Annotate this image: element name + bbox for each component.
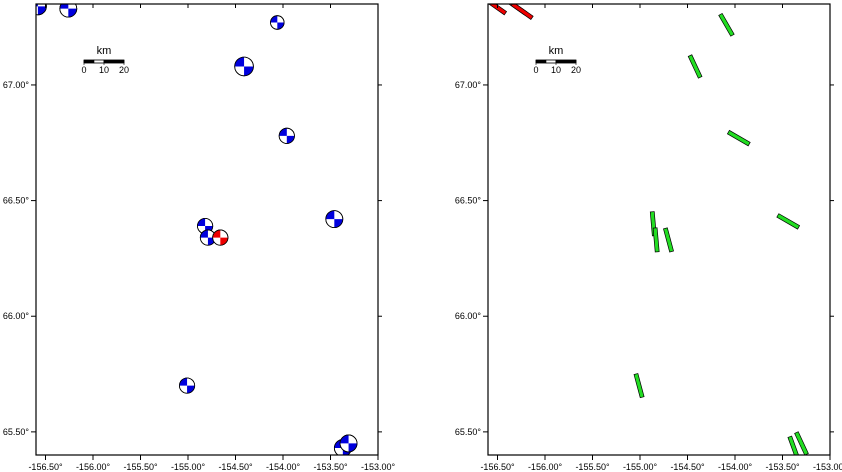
strike-bar-symbol [633, 373, 645, 399]
map-frame [487, 3, 831, 456]
strike-bar-symbol [726, 129, 751, 147]
x-tick-label: -156.50° [480, 462, 515, 472]
strike-bar-symbol [787, 435, 801, 455]
map-panel-right: -156.50° -156.00° -155.50° -155.00° -154.50°… [455, 3, 842, 472]
strike-bar-symbol [794, 431, 809, 455]
strike-bar-symbol [776, 213, 801, 230]
x-tick-label: -154.50° [218, 462, 253, 472]
scale-bar: km 0 10 20 [533, 45, 581, 75]
y-tick-label: 66.00° [3, 311, 30, 321]
scale-bar-label: 20 [119, 65, 129, 75]
focal-mechanism-symbol [234, 56, 254, 77]
scale-bar-title: km [97, 45, 112, 57]
strike-bar-symbol [663, 227, 674, 253]
x-tick-label: -155.00° [623, 462, 658, 472]
strike-bar-symbol [652, 227, 660, 253]
y-tick-label: 66.50° [3, 196, 30, 206]
focal-mechanism-symbol [325, 210, 344, 228]
map-panel-left: -156.50° -156.00° -155.50° -155.00° -154.50°… [3, 3, 396, 472]
x-tick-label: -154.00° [718, 462, 753, 472]
map-symbols [36, 4, 358, 455]
x-tick-label: -154.50° [670, 462, 705, 472]
focal-mechanism-symbol [212, 229, 229, 246]
focal-mechanism-symbol [270, 15, 285, 30]
x-tick-label: -153.00° [361, 462, 396, 472]
x-tick-label: -155.50° [123, 462, 158, 472]
map-frame [35, 3, 379, 456]
focal-mechanism-symbol [339, 434, 358, 453]
scale-bar-label: 0 [81, 65, 86, 75]
x-tick-label: -153.50° [313, 462, 348, 472]
scale-bar-label: 0 [533, 65, 538, 75]
y-tick-label: 67.00° [455, 80, 482, 90]
scale-bar-label: 10 [551, 65, 561, 75]
scale-bar-title: km [549, 45, 564, 57]
focal-mechanism-symbol [36, 4, 47, 16]
x-tick-label: -156.00° [528, 462, 563, 472]
x-tick-label: -156.50° [28, 462, 63, 472]
x-tick-label: -154.00° [266, 462, 301, 472]
strike-bar-symbol [687, 54, 703, 79]
focal-mechanism-symbol [179, 377, 196, 394]
x-tick-label: -155.00° [171, 462, 206, 472]
x-tick-label: -153.00° [813, 462, 842, 472]
scale-bar: km 0 10 20 [81, 45, 129, 75]
x-tick-label: -153.50° [765, 462, 800, 472]
scale-bar-label: 10 [99, 65, 109, 75]
strike-bar-symbol [718, 12, 735, 37]
focal-mechanism-symbol [59, 4, 78, 18]
x-tick-label: -155.50° [575, 462, 610, 472]
y-tick-label: 65.50° [455, 427, 482, 437]
y-tick-label: 65.50° [3, 427, 30, 437]
scale-bar-label: 20 [571, 65, 581, 75]
y-tick-label: 66.50° [455, 196, 482, 206]
strike-bar-symbol [510, 4, 534, 20]
strike-bar-symbol [488, 4, 508, 16]
y-tick-label: 66.00° [455, 311, 482, 321]
x-tick-label: -156.00° [76, 462, 111, 472]
y-tick-label: 67.00° [3, 80, 30, 90]
focal-mechanism-symbol [278, 127, 295, 144]
map-symbols [488, 4, 809, 455]
